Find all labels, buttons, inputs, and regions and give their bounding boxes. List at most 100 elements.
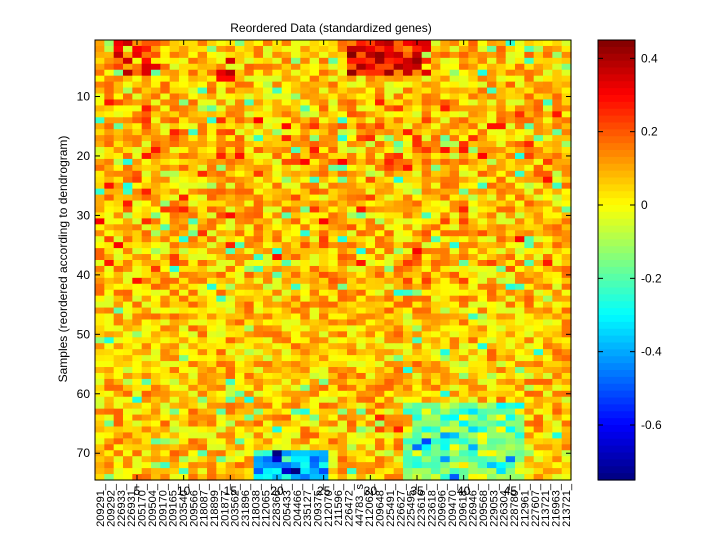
heatmap-cell — [375, 420, 385, 428]
heatmap-cell — [533, 265, 544, 273]
heatmap-cell — [179, 265, 189, 273]
heatmap-cell — [403, 57, 413, 65]
heatmap-cell — [151, 158, 161, 166]
heatmap-cell — [375, 474, 385, 481]
heatmap-cell — [552, 462, 563, 469]
heatmap-cell — [300, 141, 311, 148]
heatmap-cell — [449, 361, 460, 368]
heatmap-cell — [328, 188, 339, 196]
heatmap-cell — [449, 283, 460, 291]
heatmap-cell — [412, 301, 423, 309]
heatmap-cell — [113, 432, 124, 439]
heatmap-cell — [169, 158, 180, 166]
heatmap-cell — [113, 69, 124, 77]
heatmap-cell — [365, 194, 376, 202]
heatmap-cell — [225, 81, 236, 89]
heatmap-cell — [468, 260, 479, 267]
heatmap-cell — [197, 242, 208, 249]
heatmap-cell — [309, 426, 320, 434]
heatmap-cell — [123, 75, 133, 83]
heatmap-cell — [263, 331, 273, 338]
heatmap-cell — [141, 456, 152, 463]
heatmap-cell — [151, 69, 161, 77]
heatmap-cell — [515, 194, 525, 202]
x-gene-label: 209170_ — [157, 483, 169, 527]
heatmap-cell — [459, 170, 469, 178]
heatmap-cell — [169, 295, 180, 303]
heatmap-cell — [141, 337, 152, 344]
heatmap-cell — [477, 152, 488, 160]
heatmap-cell — [151, 432, 161, 439]
heatmap-cell — [160, 254, 171, 261]
heatmap-cell — [95, 111, 105, 118]
heatmap-cell — [328, 271, 339, 279]
heatmap-cell — [141, 254, 152, 261]
heatmap-cell — [216, 200, 227, 208]
heatmap-cell — [272, 87, 283, 95]
heatmap-cell — [235, 277, 245, 285]
heatmap-cell — [300, 390, 311, 398]
heatmap-cell — [524, 301, 535, 309]
heatmap-cell — [384, 456, 395, 463]
heatmap-cell — [375, 218, 385, 225]
heatmap-cell — [412, 265, 423, 273]
heatmap-cell — [328, 105, 339, 112]
heatmap-cell — [95, 81, 105, 89]
heatmap-cell — [365, 426, 376, 434]
heatmap-cell — [141, 301, 152, 309]
heatmap-cell — [207, 188, 217, 196]
heatmap-cell — [505, 147, 516, 154]
heatmap-cell — [468, 289, 479, 297]
heatmap-cell — [132, 402, 143, 410]
heatmap-cell — [403, 254, 413, 261]
heatmap-cell — [496, 147, 507, 154]
heatmap-cell — [337, 51, 348, 59]
heatmap-cell — [151, 450, 161, 457]
heatmap-cell — [421, 254, 432, 261]
heatmap-cell — [561, 265, 572, 273]
heatmap-cell — [216, 319, 227, 327]
heatmap-cell — [207, 117, 217, 124]
heatmap-cell — [309, 277, 320, 285]
heatmap-cell — [533, 420, 544, 428]
heatmap-cell — [421, 51, 432, 59]
heatmap-cell — [477, 390, 488, 398]
heatmap-cell — [337, 141, 348, 148]
heatmap-cell — [263, 93, 273, 101]
heatmap-cell — [487, 319, 497, 327]
colorbar-segment — [598, 81, 635, 89]
heatmap-cell — [487, 200, 497, 208]
heatmap-cell — [384, 75, 395, 83]
heatmap-cell — [552, 230, 563, 237]
heatmap-cell — [95, 200, 105, 208]
heatmap-cell — [561, 378, 572, 386]
heatmap-cell — [309, 367, 320, 374]
heatmap-cell — [263, 123, 273, 130]
heatmap-cell — [197, 277, 208, 285]
heatmap-cell — [179, 51, 189, 59]
heatmap-cell — [95, 236, 105, 243]
heatmap-cell — [412, 63, 423, 71]
heatmap-cell — [253, 164, 264, 172]
heatmap-cell — [347, 325, 357, 332]
heatmap-cell — [384, 325, 395, 332]
heatmap-cell — [365, 271, 376, 279]
heatmap-cell — [216, 331, 227, 338]
heatmap-cell — [403, 444, 413, 451]
heatmap-cell — [487, 444, 497, 451]
heatmap-cell — [375, 260, 385, 267]
heatmap-cell — [393, 432, 404, 439]
heatmap-cell — [197, 135, 208, 142]
heatmap-cell — [356, 462, 367, 469]
heatmap-cell — [459, 426, 469, 434]
heatmap-cell — [235, 343, 245, 350]
heatmap-cell — [412, 164, 423, 172]
heatmap-cell — [347, 426, 357, 434]
heatmap-cell — [533, 438, 544, 445]
heatmap-cell — [356, 468, 367, 475]
heatmap-cell — [179, 361, 189, 368]
heatmap-cell — [104, 355, 115, 362]
heatmap-cell — [524, 337, 535, 344]
heatmap-cell — [412, 289, 423, 297]
heatmap-cell — [561, 123, 572, 130]
